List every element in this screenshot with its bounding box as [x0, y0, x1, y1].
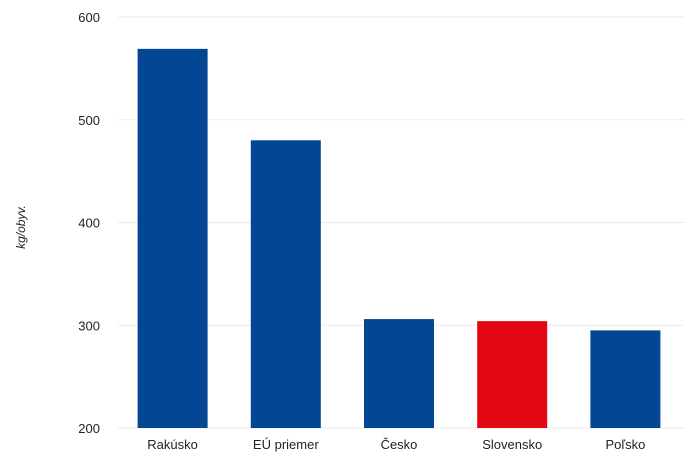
- bar-4: [590, 330, 661, 428]
- x-tick-label: Rakúsko: [147, 437, 198, 452]
- y-tick-label: 600: [78, 10, 100, 25]
- x-tick-label: EÚ priemer: [253, 437, 319, 452]
- y-tick-label: 300: [78, 318, 100, 333]
- bar-2: [364, 319, 434, 428]
- y-axis-ticks: 200 300 400 500 600: [78, 10, 100, 436]
- bar-1: [250, 140, 321, 429]
- gridlines: [118, 16, 684, 429]
- x-tick-label: Slovensko: [482, 437, 542, 452]
- y-tick-label: 400: [78, 216, 100, 231]
- bar-3: [477, 321, 548, 428]
- x-tick-label: Poľsko: [605, 437, 645, 452]
- x-axis-labels: Rakúsko EÚ priemer Česko Slovensko Poľsko: [147, 437, 645, 452]
- bars: [137, 48, 661, 429]
- y-tick-label: 200: [78, 421, 100, 436]
- x-tick-label: Česko: [381, 437, 418, 452]
- y-axis-title: kg/obyv.: [14, 205, 28, 249]
- y-tick-label: 500: [78, 113, 100, 128]
- bar-0: [137, 48, 208, 428]
